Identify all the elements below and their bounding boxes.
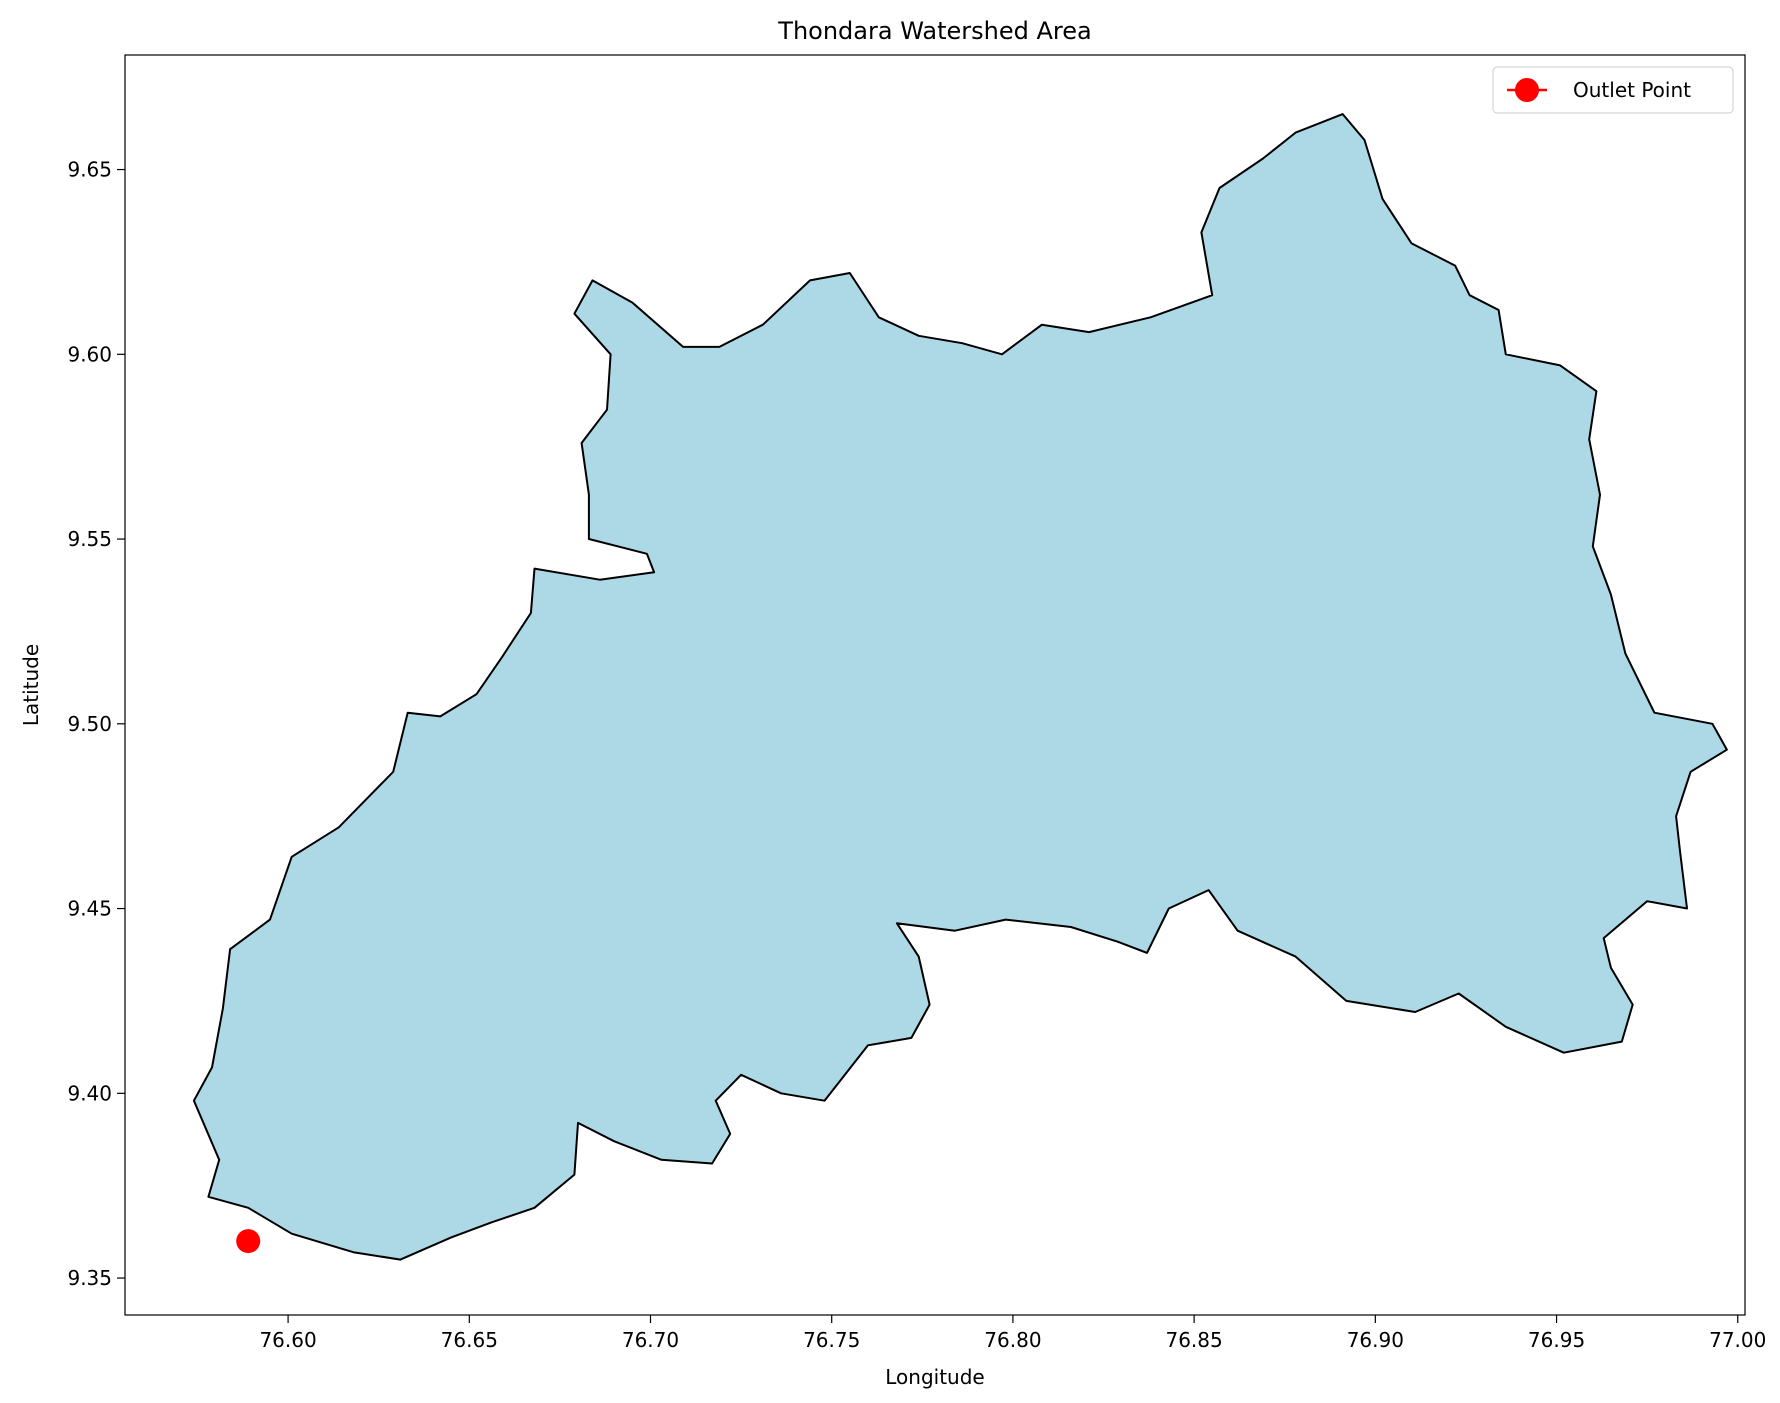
x-tick-label: 76.60 — [259, 1328, 316, 1352]
x-axis-label: Longitude — [885, 1365, 984, 1389]
y-tick-label: 9.55 — [67, 527, 112, 551]
x-tick-label: 76.70 — [622, 1328, 679, 1352]
plot-frame — [124, 54, 1746, 1316]
y-tick-label: 9.65 — [67, 158, 112, 182]
x-tick-label: 76.90 — [1347, 1328, 1404, 1352]
legend: Outlet Point — [1492, 66, 1734, 114]
y-tick-label: 9.60 — [67, 342, 112, 366]
y-tick-label: 9.40 — [67, 1081, 112, 1105]
y-tick-label: 9.35 — [67, 1266, 112, 1290]
y-axis-ticks: 9.35 9.40 9.45 9.50 9.55 9.60 9.65 — [67, 158, 125, 1290]
chart-title: Thondara Watershed Area — [777, 17, 1091, 45]
y-tick-label: 9.50 — [67, 712, 112, 736]
x-axis-ticks: 76.60 76.65 76.70 76.75 76.80 76.85 76.90 76.95… — [259, 1315, 1766, 1352]
x-tick-label: 76.85 — [1165, 1328, 1222, 1352]
y-axis-label: Latitude — [19, 644, 43, 726]
legend-outlet-marker — [1515, 78, 1539, 102]
legend-label-outlet: Outlet Point — [1573, 78, 1691, 102]
outlet-point-marker — [236, 1229, 261, 1254]
legend-box — [1492, 66, 1734, 114]
x-tick-label: 76.95 — [1528, 1328, 1585, 1352]
x-tick-label: 76.65 — [441, 1328, 498, 1352]
x-tick-label: 76.80 — [984, 1328, 1041, 1352]
x-tick-label: 76.75 — [803, 1328, 860, 1352]
y-tick-label: 9.45 — [67, 897, 112, 921]
watershed-polygon — [192, 113, 1728, 1261]
data-layer — [192, 113, 1728, 1261]
x-tick-label: 77.00 — [1709, 1328, 1766, 1352]
